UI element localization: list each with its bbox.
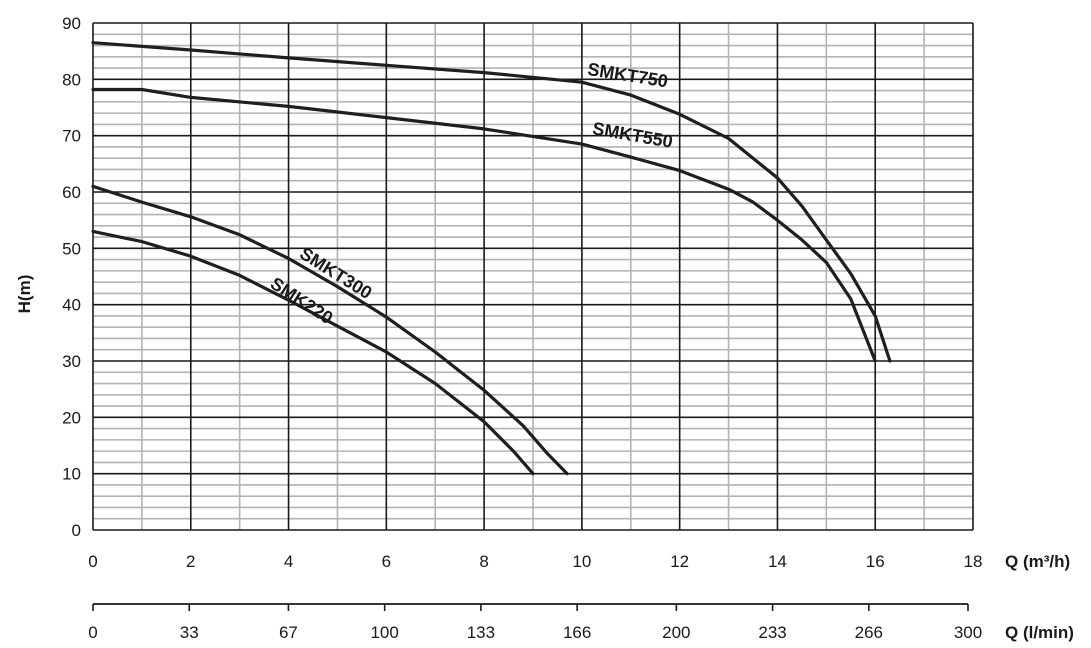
- x-axis-label: Q (m³/h): [1005, 552, 1070, 571]
- minor-gridlines: [93, 23, 973, 530]
- y-tick-label: 30: [62, 352, 81, 371]
- secondary-x-tick-label: 67: [279, 623, 298, 642]
- y-tick-label: 70: [62, 127, 81, 146]
- secondary-x-tick-label: 200: [662, 623, 690, 642]
- secondary-x-tick-label: 100: [370, 623, 398, 642]
- x-tick-label: 12: [670, 552, 689, 571]
- y-tick-label: 50: [62, 239, 81, 258]
- x-axis-secondary-label: Q (l/min): [1005, 623, 1074, 642]
- x-tick-label: 14: [768, 552, 787, 571]
- series-line-smkt300: [91, 184, 569, 476]
- secondary-x-tick-label: 33: [180, 623, 199, 642]
- y-tick-label: 20: [62, 408, 81, 427]
- x-tick-label: 4: [284, 552, 293, 571]
- series-lines: [91, 41, 892, 476]
- secondary-x-axis: 0 33 67 100 133 166 200 233 266 300: [88, 603, 982, 642]
- y-tick-label: 40: [62, 296, 81, 315]
- y-tick-label: 90: [62, 14, 81, 33]
- secondary-x-tick-label: 266: [855, 623, 883, 642]
- major-gridlines: [92, 22, 974, 531]
- x-tick-label: 18: [964, 552, 983, 571]
- series-line-smkt750: [91, 41, 892, 363]
- secondary-x-tick-label: 0: [88, 623, 97, 642]
- series-line-smk220: [91, 229, 535, 476]
- y-tick-label: 80: [62, 70, 81, 89]
- x-tick-labels: 0 2 4 6 8 10 12 14 16 18: [88, 552, 982, 571]
- x-tick-label: 0: [88, 552, 97, 571]
- secondary-x-tick-label: 133: [467, 623, 495, 642]
- series-line-smkt550: [91, 87, 877, 363]
- x-tick-label: 8: [479, 552, 488, 571]
- x-tick-label: 16: [866, 552, 885, 571]
- y-tick-label: 0: [72, 521, 81, 540]
- y-tick-label: 60: [62, 183, 81, 202]
- secondary-x-tick-label: 300: [954, 623, 982, 642]
- secondary-x-tick-label: 233: [758, 623, 786, 642]
- y-tick-labels: 0 10 20 30 40 50 60 70 80 90: [62, 14, 81, 540]
- x-tick-label: 2: [186, 552, 195, 571]
- y-tick-label: 10: [62, 465, 81, 484]
- secondary-x-tick-label: 166: [563, 623, 591, 642]
- x-tick-label: 6: [382, 552, 391, 571]
- x-tick-label: 10: [572, 552, 591, 571]
- y-axis-label: H(m): [15, 275, 34, 314]
